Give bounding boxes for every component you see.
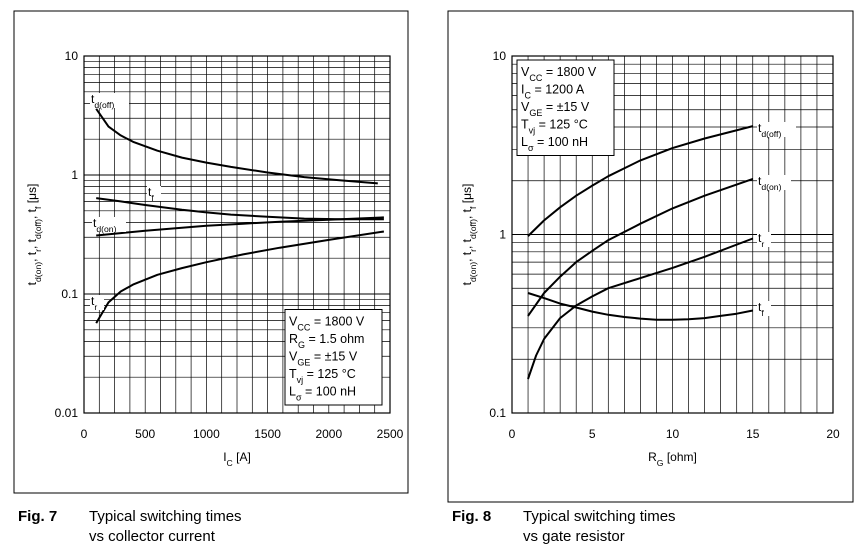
- x-tick-label: 2000: [315, 427, 342, 441]
- series-line-td(off): [95, 108, 378, 185]
- x-tick-label: 500: [135, 427, 155, 441]
- series-label-bg: [757, 301, 771, 316]
- condition-text: IC = 1200 A: [521, 83, 585, 101]
- condition-text: Tvj = 125 °C: [521, 118, 588, 136]
- y-tick-label: 0.01: [55, 406, 79, 420]
- condition-text: VCC = 1800 V: [289, 315, 365, 333]
- x-tick-label: 10: [666, 427, 680, 441]
- plot-area: [83, 55, 391, 414]
- figure-caption-line: Typical switching times: [89, 508, 242, 525]
- x-tick-label: 5: [589, 427, 596, 441]
- series-line-tf: [527, 292, 753, 321]
- x-tick-label: 0: [81, 427, 88, 441]
- figure-frame: [13, 10, 409, 494]
- condition-text: Lσ = 100 nH: [289, 385, 356, 403]
- plot-area: [511, 55, 834, 414]
- x-tick-label: 20: [826, 427, 840, 441]
- y-tick-label: 0.1: [489, 406, 506, 420]
- condition-text: VGE = ±15 V: [289, 350, 358, 368]
- series-line-td(on): [527, 177, 754, 317]
- series-line-tr: [95, 230, 385, 324]
- y-tick-label: 1: [499, 228, 506, 242]
- series-line-tr: [527, 237, 754, 380]
- x-tick-label: 15: [746, 427, 760, 441]
- y-tick-label: 10: [493, 49, 507, 63]
- condition-text: VCC = 1800 V: [521, 65, 597, 83]
- x-tick-label: 0: [509, 427, 516, 441]
- series-label-bg: [757, 232, 771, 247]
- series-label-td(off): td(off): [758, 121, 781, 139]
- series-label-bg: [757, 122, 796, 137]
- series-label-bg: [92, 217, 126, 232]
- conditions-box-bg: [284, 309, 383, 406]
- series-label-td(off): td(off): [91, 92, 114, 110]
- y-axis-label: td(on), tr, td(off), tf [μs]: [25, 184, 43, 286]
- figure-label: Fig. 7: [18, 508, 57, 525]
- x-axis-label: RG [ohm]: [648, 450, 697, 468]
- figure-label: Fig. 8: [452, 508, 491, 525]
- condition-text: RG = 1.5 ohm: [289, 332, 364, 350]
- series-label-bg: [757, 175, 791, 190]
- series-label-tr: tr: [758, 231, 764, 249]
- series-line-td(on): [96, 216, 384, 237]
- series-label-tf: tf: [758, 300, 764, 318]
- x-axis-label: IC [A]: [223, 450, 251, 468]
- series-label-tr: tr: [91, 294, 97, 312]
- grid: [512, 56, 833, 413]
- condition-text: Tvj = 125 °C: [289, 367, 356, 385]
- x-tick-label: 1500: [254, 427, 281, 441]
- chart-fig-7: 0 500 1000 1500 2000 2500 0.01 0.1 1 10 IC [A] td(o…: [13, 10, 409, 494]
- chart-fig-8: 0 5 10 15 20 0.1 1 10 RG [ohm] td(on), tr, td(off…: [447, 10, 854, 503]
- figure-caption-line: vs collector current: [89, 528, 216, 545]
- series-label-tf: tf: [148, 185, 154, 203]
- series-label-td(on): td(on): [758, 174, 782, 192]
- series-line-tf: [96, 197, 384, 221]
- series-label-bg: [147, 186, 161, 201]
- figure-frame: [447, 10, 854, 503]
- series-label-td(on): td(on): [93, 216, 117, 234]
- y-tick-label: 10: [65, 49, 79, 63]
- y-tick-label: 1: [71, 168, 78, 182]
- y-tick-label: 0.1: [61, 287, 78, 301]
- figure-caption-line: vs gate resistor: [523, 528, 625, 545]
- x-tick-label: 2500: [377, 427, 404, 441]
- conditions-box-bg: [516, 59, 615, 156]
- figure-caption-line: Typical switching times: [523, 508, 676, 525]
- x-tick-label: 1000: [193, 427, 220, 441]
- condition-text: VGE = ±15 V: [521, 100, 590, 118]
- series-label-bg: [90, 93, 129, 108]
- series-label-bg: [90, 295, 104, 310]
- series-line-td(off): [527, 125, 754, 237]
- condition-text: Lσ = 100 nH: [521, 135, 588, 153]
- y-axis-label: td(on), tr, td(off), tf [μs]: [460, 184, 478, 286]
